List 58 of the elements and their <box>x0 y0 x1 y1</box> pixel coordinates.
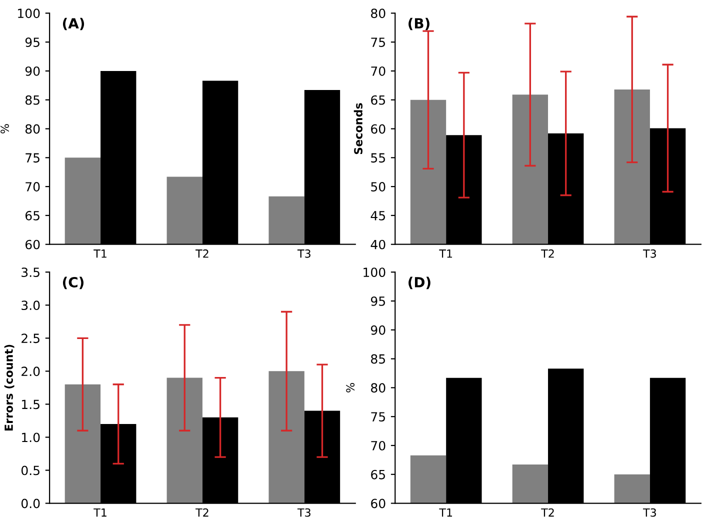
y-tick-label: 0.0 <box>21 498 40 508</box>
y-tick-label: 65 <box>371 470 385 480</box>
x-tick-label: T3 <box>297 249 310 258</box>
y-tick-label: 40 <box>370 240 386 250</box>
y-tick-label: 70 <box>371 440 386 450</box>
x-tick-label: T2 <box>196 508 208 517</box>
y-tick-label: 75 <box>371 412 385 422</box>
x-tick-label: T2 <box>541 508 554 517</box>
y-tick-label: 70 <box>371 66 386 76</box>
chart-title: (D) <box>408 276 430 290</box>
y-tick-label: 100 <box>364 268 386 278</box>
x-tick-label: T1 <box>439 250 452 258</box>
bar <box>166 378 202 504</box>
bar <box>64 384 101 504</box>
y-axis-title: Errors (count) <box>4 344 14 430</box>
x-tick-label: T1 <box>439 508 452 517</box>
y-tick-label: 45 <box>370 211 385 220</box>
y-tick-label: 90 <box>25 66 40 76</box>
y-tick-label: 70 <box>26 182 40 192</box>
y-tick-label: 60 <box>371 498 386 508</box>
y-tick-label: 1.5 <box>22 400 40 410</box>
y-tick-label: 60 <box>26 240 40 250</box>
y-tick-label: 1.0 <box>22 432 40 442</box>
y-tick-label: 75 <box>26 153 40 163</box>
y-tick-label: 2.5 <box>22 334 40 344</box>
y-tick-label: 95 <box>370 296 385 306</box>
y-tick-label: 75 <box>371 38 385 47</box>
y-tick-label: 55 <box>371 153 385 163</box>
y-tick-label: 2.0 <box>22 366 40 376</box>
y-tick-label: 80 <box>371 383 386 393</box>
chart-title: (A) <box>62 18 84 30</box>
y-tick-label: 95 <box>25 38 40 47</box>
x-tick-label: T2 <box>196 249 208 258</box>
x-tick-label: T3 <box>297 508 310 517</box>
y-tick-label: 85 <box>25 95 40 105</box>
y-tick-label: 80 <box>371 8 386 18</box>
y-tick-label: 65 <box>26 210 40 220</box>
x-tick-label: T2 <box>541 249 554 258</box>
x-tick-label: T3 <box>642 508 656 517</box>
y-tick-label: 0.5 <box>21 466 40 476</box>
y-tick-label: 85 <box>371 354 385 364</box>
y-tick-label: 60 <box>371 124 386 134</box>
y-tick-label: 3.0 <box>22 300 40 310</box>
x-tick-label: T1 <box>94 508 106 517</box>
y-axis-title: Seconds <box>354 103 362 154</box>
y-tick-label: 65 <box>371 95 385 105</box>
y-tick-label: 3.5 <box>22 268 40 278</box>
y-tick-label: 50 <box>371 182 386 192</box>
bar <box>268 371 304 504</box>
y-tick-label: 90 <box>370 325 386 335</box>
y-axis-title: % <box>0 124 9 134</box>
chart-title: (B) <box>408 18 430 30</box>
y-tick-label: 80 <box>25 124 40 134</box>
x-tick-label: T3 <box>642 249 656 258</box>
chart-title: (C) <box>62 276 84 290</box>
x-tick-label: T1 <box>94 250 106 258</box>
y-axis-title: % <box>346 383 355 392</box>
y-tick-label: 100 <box>18 8 40 18</box>
